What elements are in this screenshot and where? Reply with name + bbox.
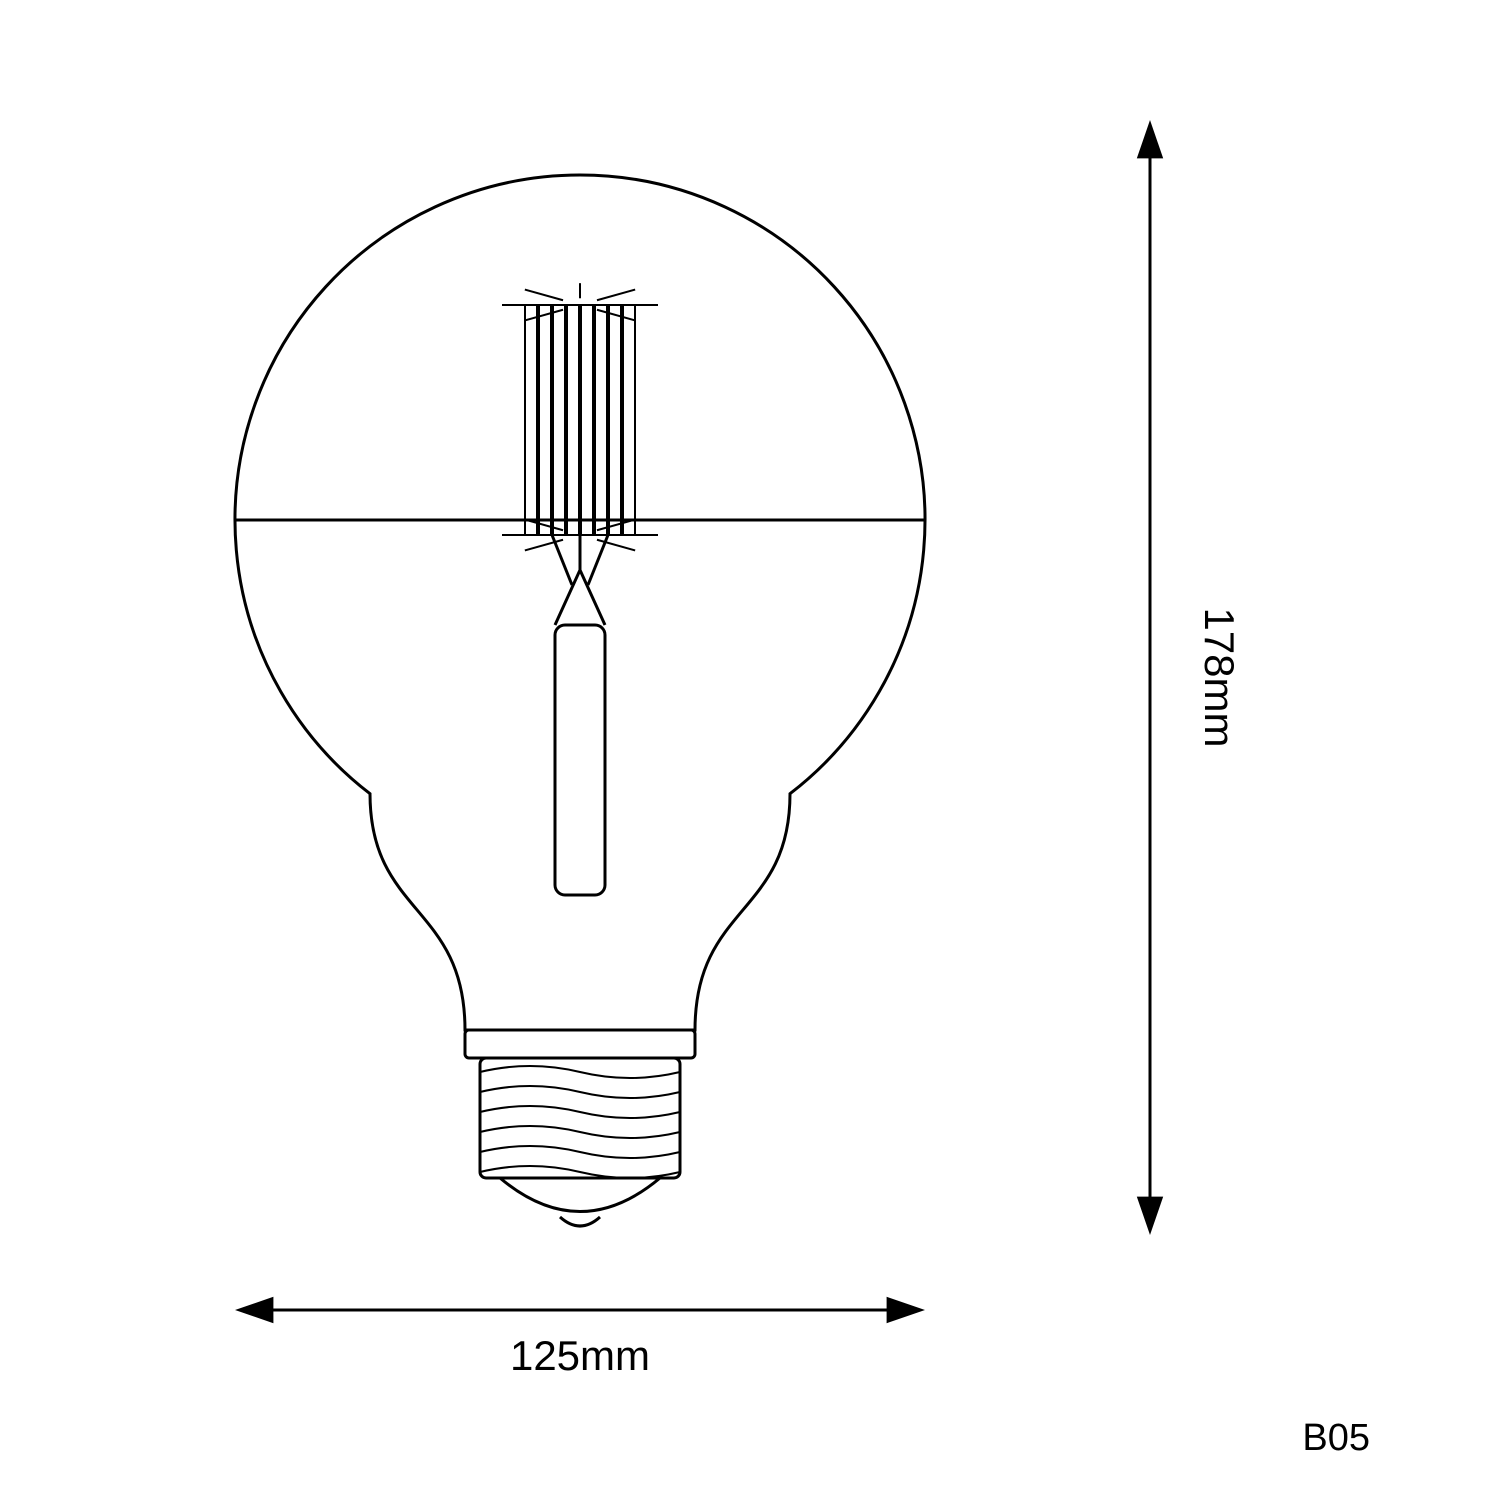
dimension-height: 178mm bbox=[1137, 120, 1243, 1235]
dimension-width-label: 125mm bbox=[510, 1332, 650, 1379]
bulb-drawing bbox=[235, 175, 925, 1226]
dimension-height-label: 178mm bbox=[1196, 607, 1243, 747]
dimension-width: 125mm bbox=[235, 1297, 925, 1379]
diagram-canvas: 178mm 125mm B05 bbox=[0, 0, 1500, 1500]
product-code: B05 bbox=[1302, 1417, 1370, 1459]
